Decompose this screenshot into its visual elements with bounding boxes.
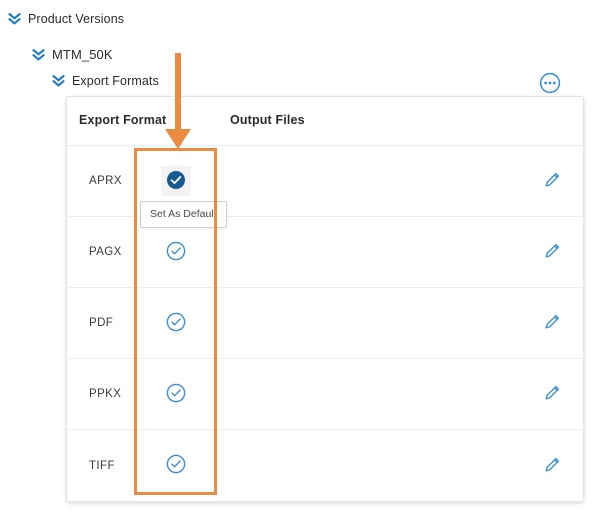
double-chevron-down-icon-svg [8, 12, 21, 25]
edit-row-button[interactable] [541, 383, 563, 405]
double-chevron-down-icon[interactable] [52, 74, 65, 88]
double-chevron-down-icon-svg [52, 74, 65, 87]
edit-row-button[interactable] [541, 241, 563, 263]
pencil-icon-svg [545, 172, 559, 187]
edit-row-button[interactable] [541, 455, 563, 477]
tree-item-mtm-50k[interactable]: MTM_50K [32, 47, 113, 62]
set-as-default-toggle[interactable] [161, 237, 191, 267]
cell-export-format: PAGX [89, 246, 122, 258]
check-circle-outline-icon [166, 241, 186, 264]
pencil-icon [543, 241, 562, 263]
check-circle-outline-icon-svg [166, 241, 186, 260]
check-circle-outline-icon [166, 312, 186, 335]
set-as-default-toggle[interactable] [161, 166, 191, 196]
set-as-default-tooltip: Set As Default [140, 201, 227, 228]
cell-export-format: APRX [89, 175, 122, 187]
double-chevron-down-icon-svg [32, 48, 45, 61]
column-header-output-files: Output Files [230, 113, 305, 127]
check-circle-outline-icon [166, 383, 186, 406]
check-circle-outline-icon [166, 454, 186, 477]
set-as-default-toggle[interactable] [161, 451, 191, 481]
cell-export-format: TIFF [89, 459, 115, 472]
double-chevron-down-icon[interactable] [32, 48, 45, 62]
ellipsis-circle-icon[interactable] [539, 72, 561, 94]
table-header: Export Format Output Files [67, 97, 583, 146]
pencil-icon [543, 312, 562, 334]
column-header-export-format: Export Format [79, 113, 167, 127]
pencil-icon-svg [545, 314, 559, 329]
ellipsis-circle-icon-svg [539, 72, 561, 94]
tree-item-export-formats[interactable]: Export Formats [52, 74, 159, 88]
table-row: PPKX [67, 359, 583, 430]
pencil-icon [543, 383, 562, 405]
cell-export-format: PDF [89, 317, 114, 329]
tree-item-label: MTM_50K [52, 47, 113, 62]
table-row: PDF [67, 288, 583, 359]
check-circle-outline-icon-svg [166, 312, 186, 331]
double-chevron-down-icon[interactable] [8, 12, 21, 26]
pencil-icon [543, 455, 562, 477]
tree-item-label: Export Formats [72, 74, 159, 88]
check-circle-filled-icon-svg [167, 170, 185, 189]
edit-row-button[interactable] [541, 170, 563, 192]
table-row: APRX [67, 146, 583, 217]
edit-row-button[interactable] [541, 312, 563, 334]
tree-item-label: Product Versions [28, 12, 125, 26]
pencil-icon [543, 170, 562, 192]
tree-item-product-versions[interactable]: Product Versions [8, 12, 124, 26]
export-formats-card: Export Format Output Files APRX [66, 96, 584, 502]
pencil-icon-svg [545, 385, 559, 400]
table-row: PAGX [67, 217, 583, 288]
table-body: APRX PAGX [67, 146, 583, 501]
check-circle-outline-icon-svg [166, 383, 186, 402]
check-circle-filled-icon [166, 170, 186, 193]
table-row: TIFF [67, 430, 583, 501]
pencil-icon-svg [545, 243, 559, 258]
cell-export-format: PPKX [89, 388, 122, 400]
set-as-default-toggle[interactable] [161, 379, 191, 409]
pencil-icon-svg [545, 457, 559, 471]
check-circle-outline-icon-svg [166, 454, 186, 474]
set-as-default-toggle[interactable] [161, 308, 191, 338]
